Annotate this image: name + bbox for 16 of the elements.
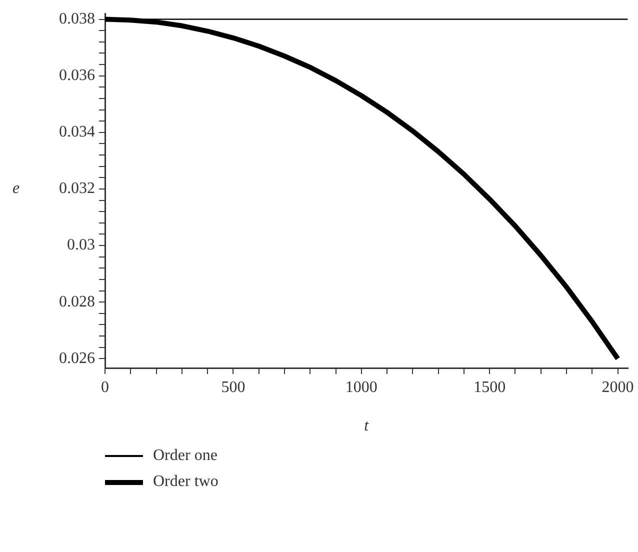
x-tick-label: 1000 bbox=[345, 378, 378, 396]
x-tick-label: 500 bbox=[221, 378, 246, 396]
y-tick-label: 0.03 bbox=[67, 236, 95, 254]
y-tick-label: 0.038 bbox=[59, 10, 95, 28]
x-tick-label: 1500 bbox=[474, 378, 506, 396]
y-tick-label: 0.032 bbox=[59, 180, 95, 198]
y-axis-title: e bbox=[12, 180, 20, 198]
y-tick-label: 0.026 bbox=[59, 350, 95, 367]
x-axis-title: t bbox=[364, 418, 370, 435]
legend-label: Order two bbox=[153, 473, 218, 491]
y-tick-label: 0.028 bbox=[59, 293, 95, 310]
x-tick-label: 2000 bbox=[602, 378, 634, 396]
legend-label: Order one bbox=[153, 447, 218, 465]
x-tick-label: 0 bbox=[101, 378, 109, 396]
y-tick-label: 0.034 bbox=[59, 124, 95, 141]
y-tick-label: 0.036 bbox=[59, 67, 95, 84]
